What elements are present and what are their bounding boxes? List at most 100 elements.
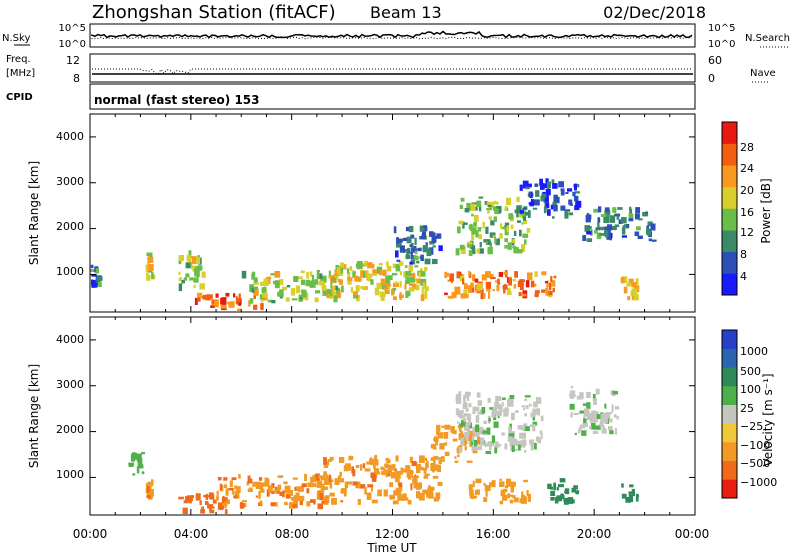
heatmap-cell (477, 412, 482, 415)
heatmap-cell (523, 220, 528, 224)
heatmap-cell (394, 281, 398, 285)
heatmap-cell (145, 487, 148, 494)
heatmap-cell (514, 438, 518, 446)
heatmap-cell (221, 506, 224, 509)
heatmap-cell (216, 490, 219, 499)
heatmap-cell (459, 423, 466, 427)
heatmap-cell (634, 213, 640, 220)
heatmap-cell (146, 495, 151, 499)
heatmap-cell (398, 261, 404, 266)
heatmap-cell (421, 286, 424, 295)
heatmap-cell (306, 488, 310, 494)
heatmap-cell (611, 226, 617, 231)
heatmap-cell (545, 202, 550, 209)
heatmap-cell (589, 426, 592, 430)
heatmap-cell (413, 255, 419, 261)
power-cbar-tick-12: 12 (740, 226, 754, 239)
heatmap-cell (409, 244, 412, 248)
heatmap-cell (371, 263, 375, 269)
heatmap-cell (386, 261, 389, 267)
heatmap-cell (355, 296, 360, 302)
heatmap-cell (408, 475, 412, 480)
heatmap-cell (419, 225, 426, 232)
heatmap-cell (490, 220, 495, 226)
heatmap-cell (459, 244, 465, 250)
heatmap-cell (478, 248, 484, 254)
data-cluster (519, 178, 582, 219)
heatmap-cell (207, 504, 214, 507)
colorbar-frame (721, 329, 738, 499)
colorbar-segment (722, 404, 737, 424)
heatmap-cell (597, 217, 600, 223)
heatmap-cell (374, 287, 380, 296)
heatmap-cell (329, 294, 333, 299)
heatmap-cell (267, 299, 273, 303)
freq-label-1: Freq. (6, 54, 31, 65)
colorbar-segment (722, 330, 737, 349)
heatmap-cell (248, 478, 253, 484)
power-cbar-tick-4: 4 (740, 270, 747, 283)
heatmap-cell (327, 289, 331, 298)
heatmap-cell (238, 293, 241, 301)
heatmap-cell (507, 291, 512, 295)
colorbar-segment (722, 460, 737, 480)
data-cluster (241, 269, 342, 304)
colorbar-segment (722, 251, 737, 274)
heatmap-cell (329, 492, 335, 497)
heatmap-cell (360, 464, 363, 471)
heatmap-cell (186, 258, 191, 262)
heatmap-cell (598, 226, 605, 231)
heatmap-cell (395, 487, 402, 495)
heatmap-cell (145, 483, 149, 488)
heatmap-cell (539, 430, 543, 435)
heatmap-cell (90, 269, 96, 272)
heatmap-cell (477, 283, 483, 291)
heatmap-cell (260, 281, 264, 286)
heatmap-cell (528, 403, 532, 407)
heatmap-cell (646, 228, 650, 233)
heatmap-cell (133, 452, 138, 460)
heatmap-cell (403, 237, 408, 241)
heatmap-cell (414, 237, 417, 245)
heatmap-cell (519, 279, 525, 283)
heatmap-cell (645, 211, 648, 214)
data-cluster (569, 385, 620, 436)
heatmap-cell (146, 253, 152, 256)
heatmap-cell (301, 292, 306, 298)
heatmap-cell (407, 247, 411, 251)
heatmap-cell (261, 287, 266, 294)
heatmap-cell (444, 432, 447, 439)
heatmap-cell (396, 237, 399, 244)
heatmap-cell (183, 500, 189, 504)
heatmap-cell (336, 292, 341, 299)
heatmap-cell (181, 279, 186, 284)
heatmap-cell (447, 295, 454, 299)
heatmap-cell (512, 239, 516, 244)
heatmap-cell (387, 464, 393, 470)
heatmap-cell (355, 481, 361, 489)
heatmap-cell (504, 222, 510, 227)
heatmap-cell (229, 301, 235, 308)
heatmap-cell (380, 293, 385, 301)
heatmap-cell (488, 445, 492, 451)
heatmap-cell (598, 206, 602, 213)
heatmap-cell (485, 442, 490, 447)
heatmap-cell (534, 199, 540, 206)
heatmap-cell (595, 388, 600, 395)
heatmap-cell (592, 430, 599, 434)
heatmap-cell (152, 274, 156, 280)
heatmap-cell (469, 431, 472, 438)
heatmap-cell (253, 288, 259, 296)
heatmap-cell (513, 247, 519, 254)
freq-strip: Freq. [MHz] 12 8 60 0 Nave (6, 53, 776, 85)
heatmap-cell (182, 507, 188, 514)
heatmap-cell (629, 484, 634, 488)
heatmap-cell (523, 233, 529, 238)
heatmap-cell (628, 218, 634, 222)
heatmap-cell (497, 414, 500, 419)
heatmap-cell (194, 297, 198, 305)
heatmap-cell (522, 293, 527, 297)
heatmap-cell (647, 221, 653, 227)
heatmap-cell (525, 186, 530, 190)
heatmap-cell (623, 286, 628, 294)
